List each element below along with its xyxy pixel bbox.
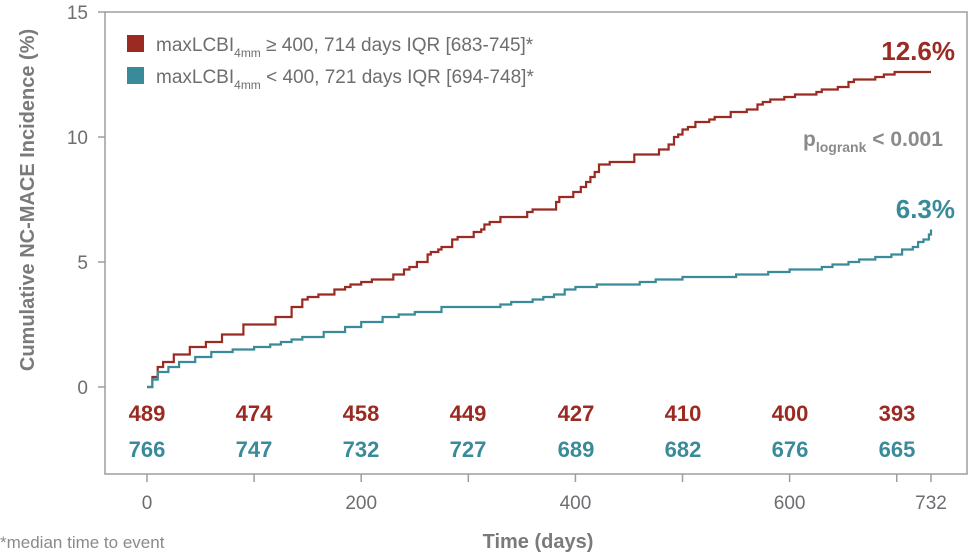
- x-axis-title: Time (days): [483, 531, 594, 553]
- legend-swatch-high: [127, 35, 144, 52]
- axis-ticks: 0 5 10 15 0 200 400 600 732: [67, 3, 947, 514]
- legend-label-low: maxLCBI4mm < 400, 721 days IQR [694-748]…: [156, 67, 534, 92]
- legend-label-high: maxLCBI4mm ≥ 400, 714 days IQR [683-745]…: [156, 35, 534, 60]
- at-risk-high: 458: [343, 401, 380, 426]
- y-tick-label: 5: [77, 253, 88, 274]
- at-risk-high: 410: [665, 401, 702, 426]
- at-risk-high: 427: [558, 401, 595, 426]
- at-risk-low: 747: [236, 437, 273, 462]
- curve-low-lcbi: [147, 229, 933, 389]
- at-risk-high: 489: [129, 401, 166, 426]
- numbers-at-risk: 489 474 458 449 427 410 400 393 766 747 732 727 689 6…: [129, 401, 916, 462]
- at-risk-low: 689: [558, 437, 595, 462]
- curves: [147, 70, 933, 389]
- y-tick-label: 15: [67, 3, 88, 24]
- x-tick-label: 400: [560, 493, 592, 514]
- end-label-low: 6.3%: [896, 194, 955, 224]
- footnote: *median time to event: [0, 533, 165, 552]
- end-label-high: 12.6%: [881, 36, 955, 66]
- p-value-annotation: plogrank < 0.001: [803, 128, 943, 155]
- at-risk-low: 665: [879, 437, 916, 462]
- at-risk-low: 732: [343, 437, 380, 462]
- at-risk-high: 400: [772, 401, 809, 426]
- at-risk-low: 766: [129, 437, 166, 462]
- at-risk-high: 393: [879, 401, 916, 426]
- x-tick-label: 600: [774, 493, 806, 514]
- at-risk-low: 682: [665, 437, 702, 462]
- y-axis-title: Cumulative NC-MACE Incidence (%): [17, 29, 39, 371]
- legend-swatch-low: [127, 67, 144, 84]
- legend: maxLCBI4mm ≥ 400, 714 days IQR [683-745]…: [127, 35, 534, 92]
- at-risk-low: 676: [772, 437, 809, 462]
- at-risk-high: 474: [236, 401, 273, 426]
- y-tick-label: 10: [67, 128, 88, 149]
- curve-high-lcbi: [147, 70, 931, 389]
- x-tick-label: 200: [345, 493, 377, 514]
- at-risk-high: 449: [450, 401, 487, 426]
- y-tick-label: 0: [77, 378, 88, 399]
- at-risk-low: 727: [450, 437, 487, 462]
- plot-frame: [104, 11, 968, 475]
- x-tick-label: 732: [915, 493, 947, 514]
- x-tick-label: 0: [142, 493, 153, 514]
